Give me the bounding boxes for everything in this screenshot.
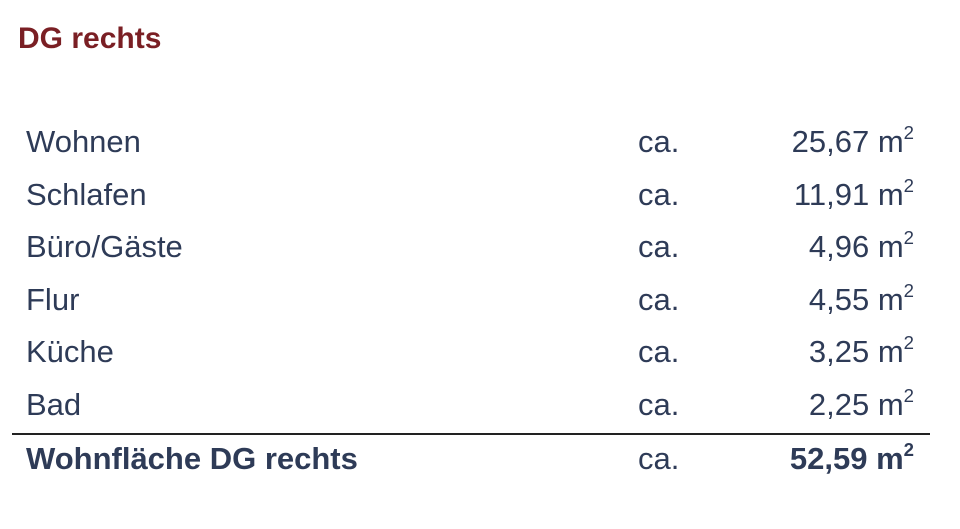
unit-exponent: 2 — [903, 332, 914, 354]
unit-exponent: 2 — [903, 279, 914, 301]
unit: m — [877, 334, 904, 370]
unit: m — [877, 387, 904, 422]
table-row: Küche ca. 3,25 m2 — [0, 326, 960, 378]
approx-prefix: ca. — [638, 334, 680, 370]
unit-exponent: 2 — [903, 384, 914, 406]
total-divider — [12, 433, 930, 435]
room-label: Flur — [26, 281, 80, 317]
unit-exponent: 2 — [903, 438, 914, 460]
unit-exponent: 2 — [903, 227, 914, 249]
room-label: Büro/Gäste — [26, 229, 183, 265]
area-number: 25,67 — [791, 124, 870, 159]
unit-exponent: 2 — [903, 121, 914, 143]
area-number: 2,25 — [808, 387, 870, 422]
area-number: 4,96 — [808, 229, 870, 265]
total-label: Wohnfläche DG rechts — [26, 441, 358, 476]
area-value: 25,67 m2 — [792, 116, 914, 168]
area-number: 11,91 — [793, 176, 870, 212]
area-number: 4,55 — [808, 281, 870, 317]
table-row: Büro/Gäste ca. 4,96 m2 — [0, 221, 960, 273]
area-number: 3,25 — [808, 334, 870, 370]
approx-prefix: ca. — [638, 176, 680, 212]
area-value: 4,96 m2 — [809, 221, 914, 273]
total-number: 52,59 — [789, 441, 868, 476]
unit-exponent: 2 — [903, 174, 914, 196]
approx-prefix: ca. — [638, 281, 680, 317]
area-value: 3,25 m2 — [809, 326, 914, 378]
unit: m — [877, 229, 904, 265]
section-title: DG rechts — [18, 22, 162, 55]
area-value: 4,55 m2 — [809, 274, 914, 326]
table-row: Bad ca. 2,25 m2 — [0, 379, 960, 431]
approx-prefix: ca. — [638, 229, 680, 265]
unit: m — [877, 124, 904, 159]
area-value: 2,25 m2 — [809, 379, 914, 431]
approx-prefix: ca. — [638, 124, 680, 159]
room-label: Schlafen — [26, 176, 147, 212]
total-row: Wohnfläche DG rechts ca. 52,59 m2 — [0, 433, 960, 485]
table-row: Schlafen ca. 11,91 m2 — [0, 169, 960, 221]
area-value: 11,91 m2 — [794, 169, 914, 221]
total-value: 52,59 m2 — [790, 433, 914, 485]
room-label: Bad — [26, 387, 82, 422]
unit: m — [876, 441, 904, 476]
table-row: Wohnen ca. 25,67 m2 — [0, 116, 960, 168]
total-prefix: ca. — [638, 441, 680, 476]
unit: m — [877, 176, 904, 212]
unit: m — [877, 281, 904, 317]
approx-prefix: ca. — [638, 387, 680, 422]
room-label: Wohnen — [26, 124, 141, 159]
table-row: Flur ca. 4,55 m2 — [0, 274, 960, 326]
room-label: Küche — [26, 334, 114, 370]
